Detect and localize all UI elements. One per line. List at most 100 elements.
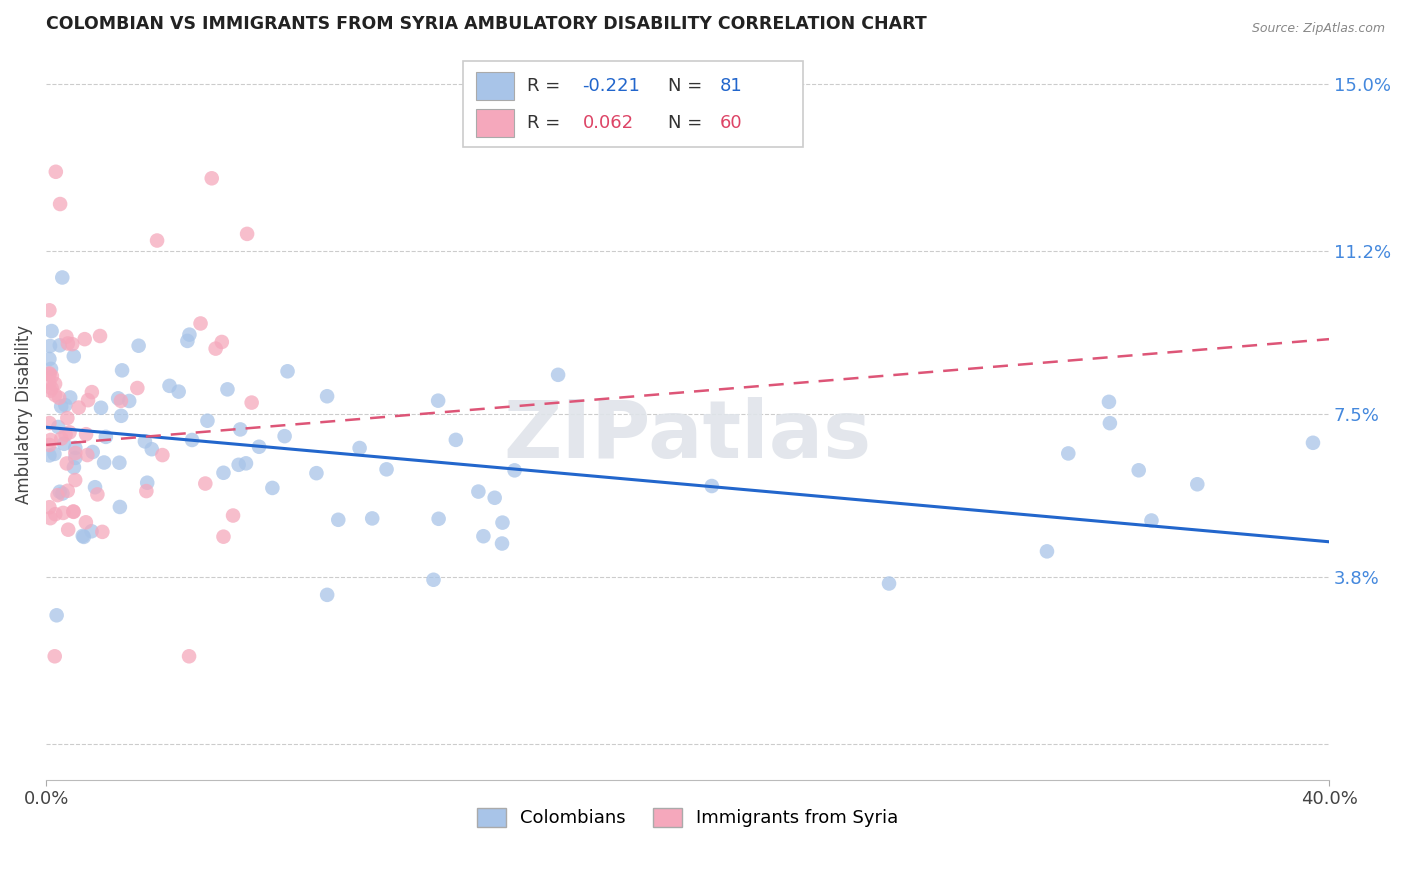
Text: N =: N = (668, 77, 703, 95)
Text: ZIPatlas: ZIPatlas (503, 397, 872, 475)
Point (194, 476, 217, 491)
Point (110, 393, 132, 408)
Point (62, 505, 84, 519)
Point (56, 411, 79, 425)
Point (84, 480, 107, 494)
Point (118, 394, 141, 409)
Point (76, 448, 98, 462)
Point (484, 491, 506, 505)
Point (328, 513, 350, 527)
Point (90, 401, 112, 415)
Point (1098, 416, 1121, 430)
Point (108, 500, 131, 514)
Point (240, 395, 263, 409)
Point (212, 530, 235, 544)
Point (91, 524, 114, 539)
Text: R =: R = (527, 114, 561, 132)
Point (63, 460, 86, 475)
Text: R =: R = (527, 77, 561, 95)
Point (41, 369, 63, 384)
Point (547, 368, 569, 382)
Point (107, 392, 129, 406)
Point (63, 473, 86, 487)
Point (58, 425, 80, 440)
Point (422, 573, 444, 587)
Point (46, 488, 69, 502)
Point (82, 445, 104, 459)
Point (73, 332, 96, 346)
Point (277, 364, 299, 378)
Point (65, 450, 87, 465)
Point (80, 524, 103, 539)
Point (211, 334, 233, 349)
Point (1187, 477, 1209, 491)
Point (60, 337, 83, 351)
Point (55, 330, 77, 344)
Point (201, 171, 224, 186)
Point (316, 588, 339, 602)
Point (361, 511, 384, 525)
Point (38, 438, 60, 452)
Point (38, 368, 60, 382)
Point (217, 382, 239, 396)
Point (375, 462, 398, 476)
Legend: Colombians, Immigrants from Syria: Colombians, Immigrants from Syria (468, 799, 907, 837)
Point (1302, 435, 1324, 450)
Point (51, 432, 73, 446)
Point (1057, 446, 1080, 460)
Point (127, 381, 149, 395)
Point (1098, 394, 1121, 409)
Point (51, 486, 73, 500)
Point (77, 393, 100, 408)
Point (49, 484, 72, 499)
Point (111, 363, 134, 377)
Point (49, 338, 72, 352)
Point (467, 484, 489, 499)
Point (204, 342, 226, 356)
Point (235, 456, 257, 470)
Point (51, 400, 73, 414)
Point (39, 361, 62, 376)
Point (212, 466, 235, 480)
Point (152, 448, 174, 462)
Point (700, 479, 723, 493)
Text: 60: 60 (720, 114, 742, 132)
Point (39, 339, 62, 353)
Point (262, 481, 284, 495)
Point (167, 384, 190, 399)
Point (73, 530, 96, 544)
FancyBboxPatch shape (477, 109, 515, 136)
Point (38, 500, 60, 515)
Point (176, 334, 198, 348)
Point (179, 327, 201, 342)
Point (49, 197, 72, 211)
Point (55, 427, 77, 442)
Point (247, 440, 270, 454)
Point (181, 433, 204, 447)
Point (146, 234, 169, 248)
Point (141, 442, 163, 457)
Point (229, 422, 252, 436)
Point (38, 303, 60, 318)
Point (46, 420, 69, 434)
Point (39, 384, 62, 398)
Point (38, 416, 60, 430)
Point (44, 376, 66, 391)
Point (44, 447, 66, 461)
Point (41, 381, 63, 395)
Point (877, 576, 900, 591)
Point (159, 379, 181, 393)
Point (62, 349, 84, 363)
Point (55, 457, 77, 471)
Point (56, 336, 79, 351)
Point (41, 324, 63, 338)
Point (273, 429, 295, 443)
Point (128, 339, 150, 353)
Text: COLOMBIAN VS IMMIGRANTS FROM SYRIA AMBULATORY DISABILITY CORRELATION CHART: COLOMBIAN VS IMMIGRANTS FROM SYRIA AMBUL… (46, 15, 927, 33)
Point (75, 427, 97, 442)
Point (80, 385, 103, 400)
Point (316, 389, 339, 403)
Point (491, 536, 513, 550)
Point (53, 437, 76, 451)
Point (65, 446, 87, 460)
